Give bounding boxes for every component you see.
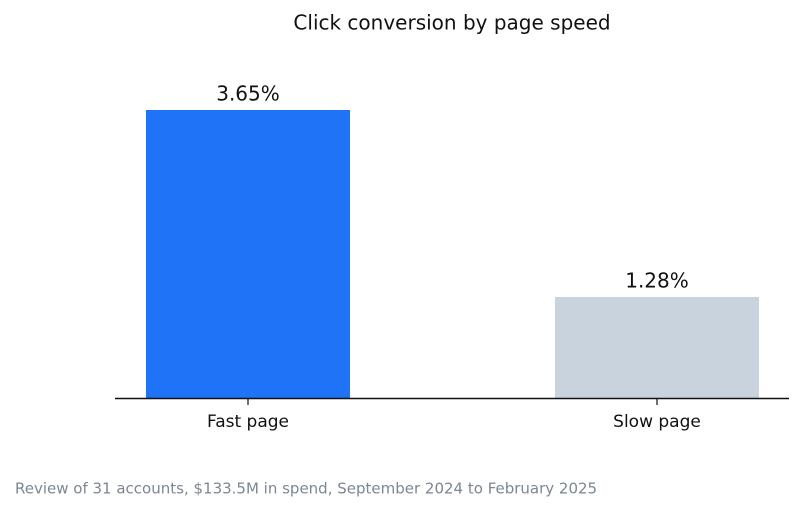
value-label: 3.65% — [216, 82, 280, 106]
chart-title: Click conversion by page speed — [293, 11, 610, 35]
bar — [146, 110, 350, 398]
value-label: 1.28% — [625, 269, 689, 293]
x-tick-label: Slow page — [613, 412, 701, 432]
caption: Review of 31 accounts, $133.5M in spend,… — [15, 480, 597, 498]
bar — [555, 297, 759, 398]
x-tick-label: Fast page — [207, 412, 289, 432]
